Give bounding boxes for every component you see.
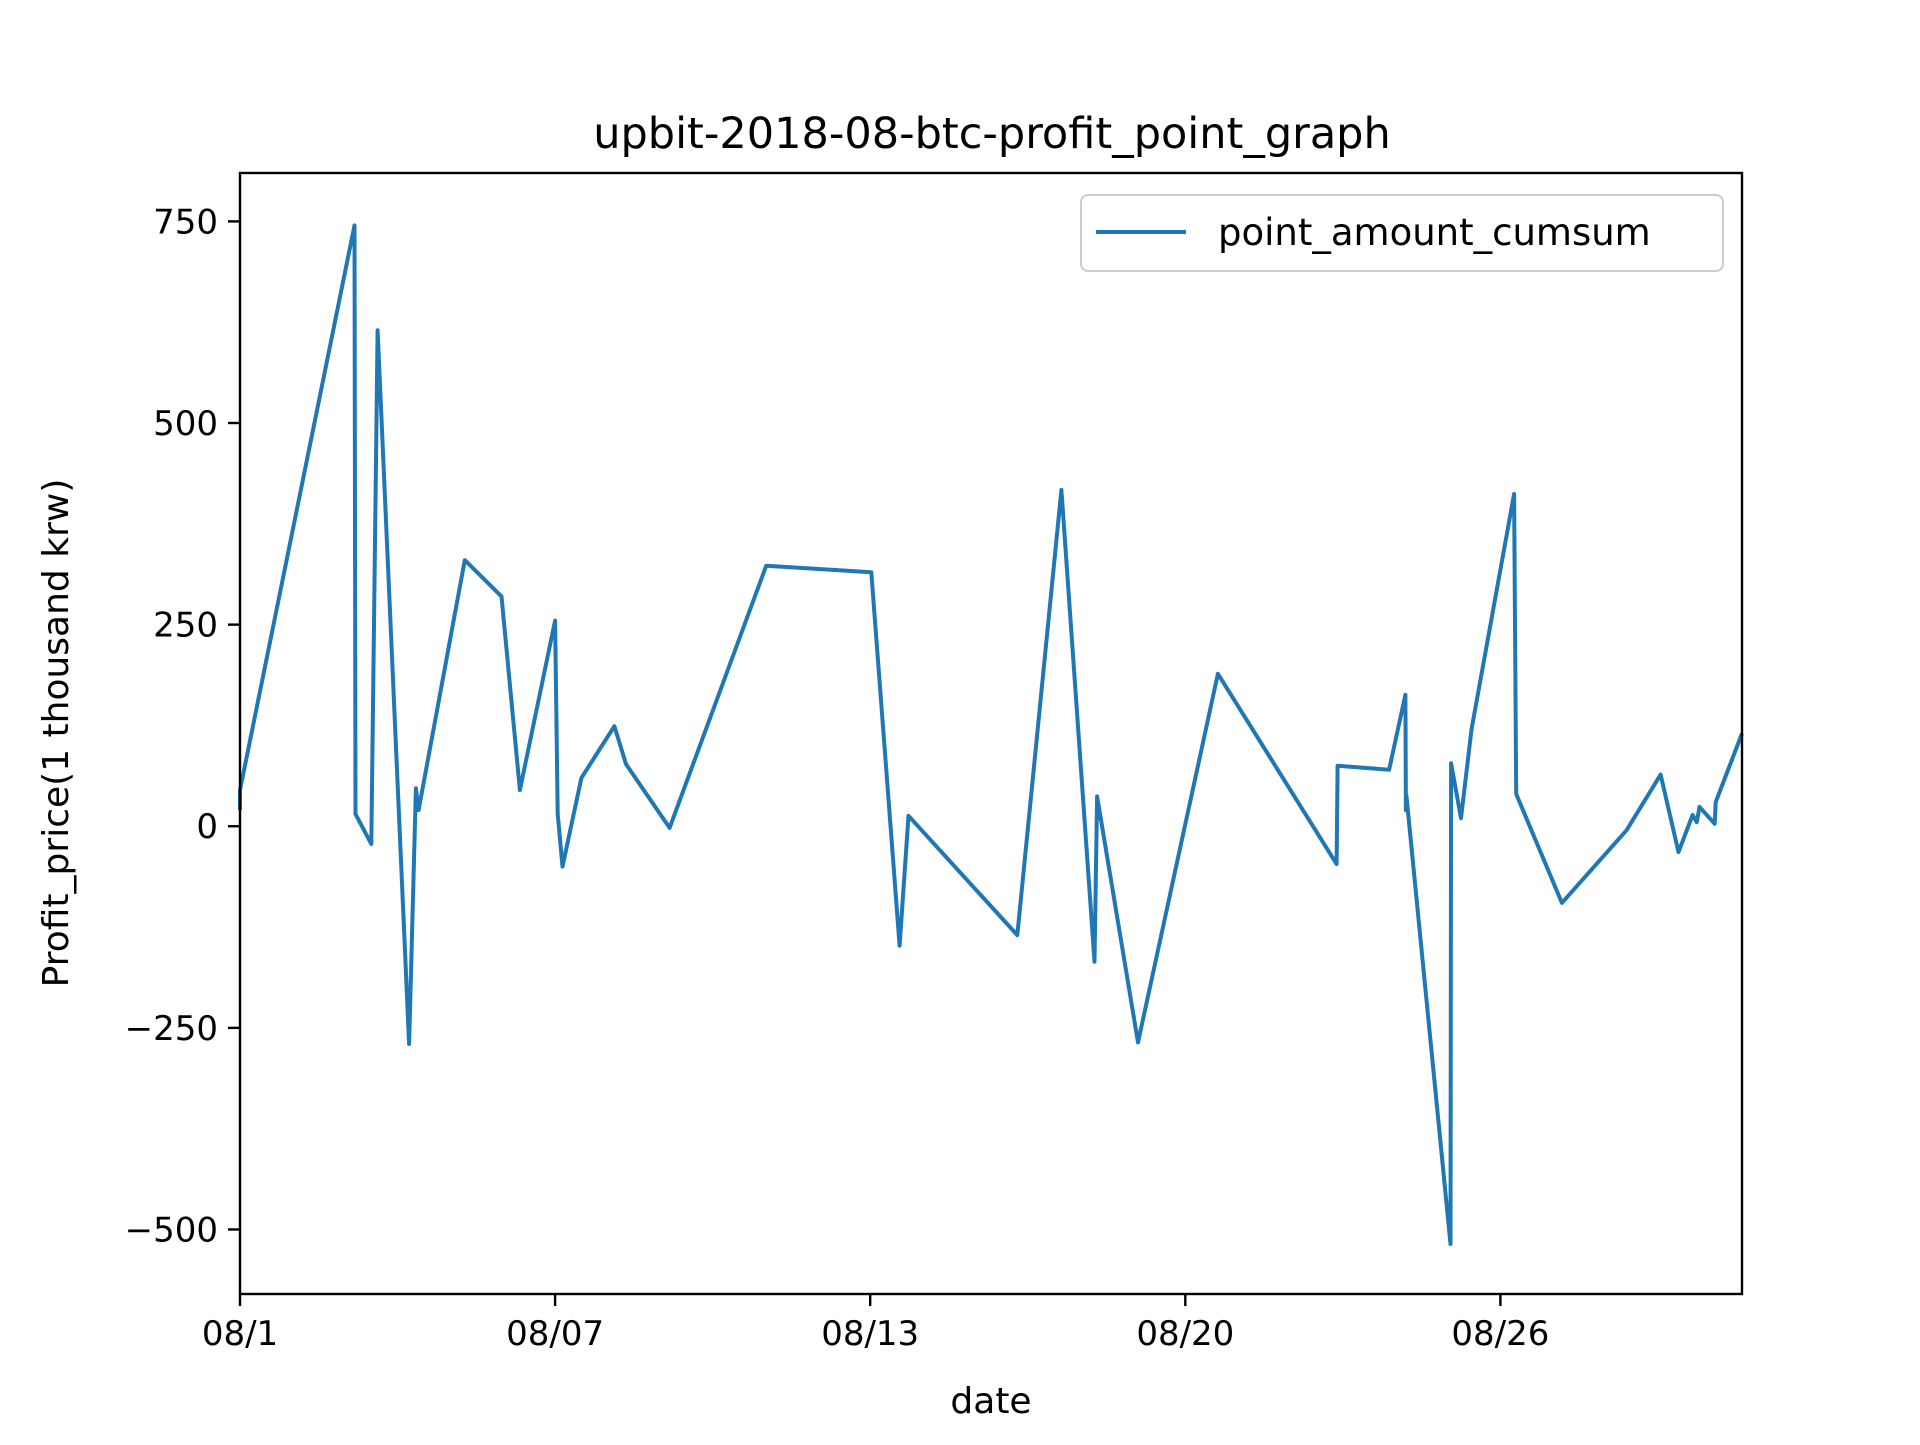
y-axis-label: Profit_price(1 thousand krw) <box>36 479 77 988</box>
legend-box <box>1080 194 1724 272</box>
y-axis: 750 500 250 0 −250 −500 <box>125 202 240 1250</box>
y-tick-label: 750 <box>153 202 218 242</box>
plot-frame <box>238 171 1744 1296</box>
y-tick-label: −500 <box>125 1210 218 1250</box>
x-tick-label: 08/20 <box>1136 1314 1234 1354</box>
x-tick-label: 08/1 <box>202 1314 278 1354</box>
y-tick-label: −250 <box>125 1009 218 1049</box>
y-tick-label: 250 <box>153 606 218 646</box>
legend-label: point_amount_cumsum <box>1218 211 1651 254</box>
series-layer <box>238 223 1744 1246</box>
chart-title: upbit-2018-08-btc-profit_point_graph <box>593 109 1390 159</box>
x-axis: 08/1 08/07 08/13 08/20 08/26 <box>202 1294 1549 1354</box>
x-axis-label: date <box>950 1381 1031 1422</box>
series-line-point_amount_cumsum[interactable] <box>238 223 1744 1246</box>
y-tick-label: 0 <box>196 807 218 847</box>
x-tick-label: 08/26 <box>1451 1314 1549 1354</box>
x-tick-label: 08/07 <box>506 1314 604 1354</box>
legend[interactable]: point_amount_cumsum <box>1080 194 1724 272</box>
y-tick-label: 500 <box>153 404 218 444</box>
x-tick-label: 08/13 <box>821 1314 919 1354</box>
